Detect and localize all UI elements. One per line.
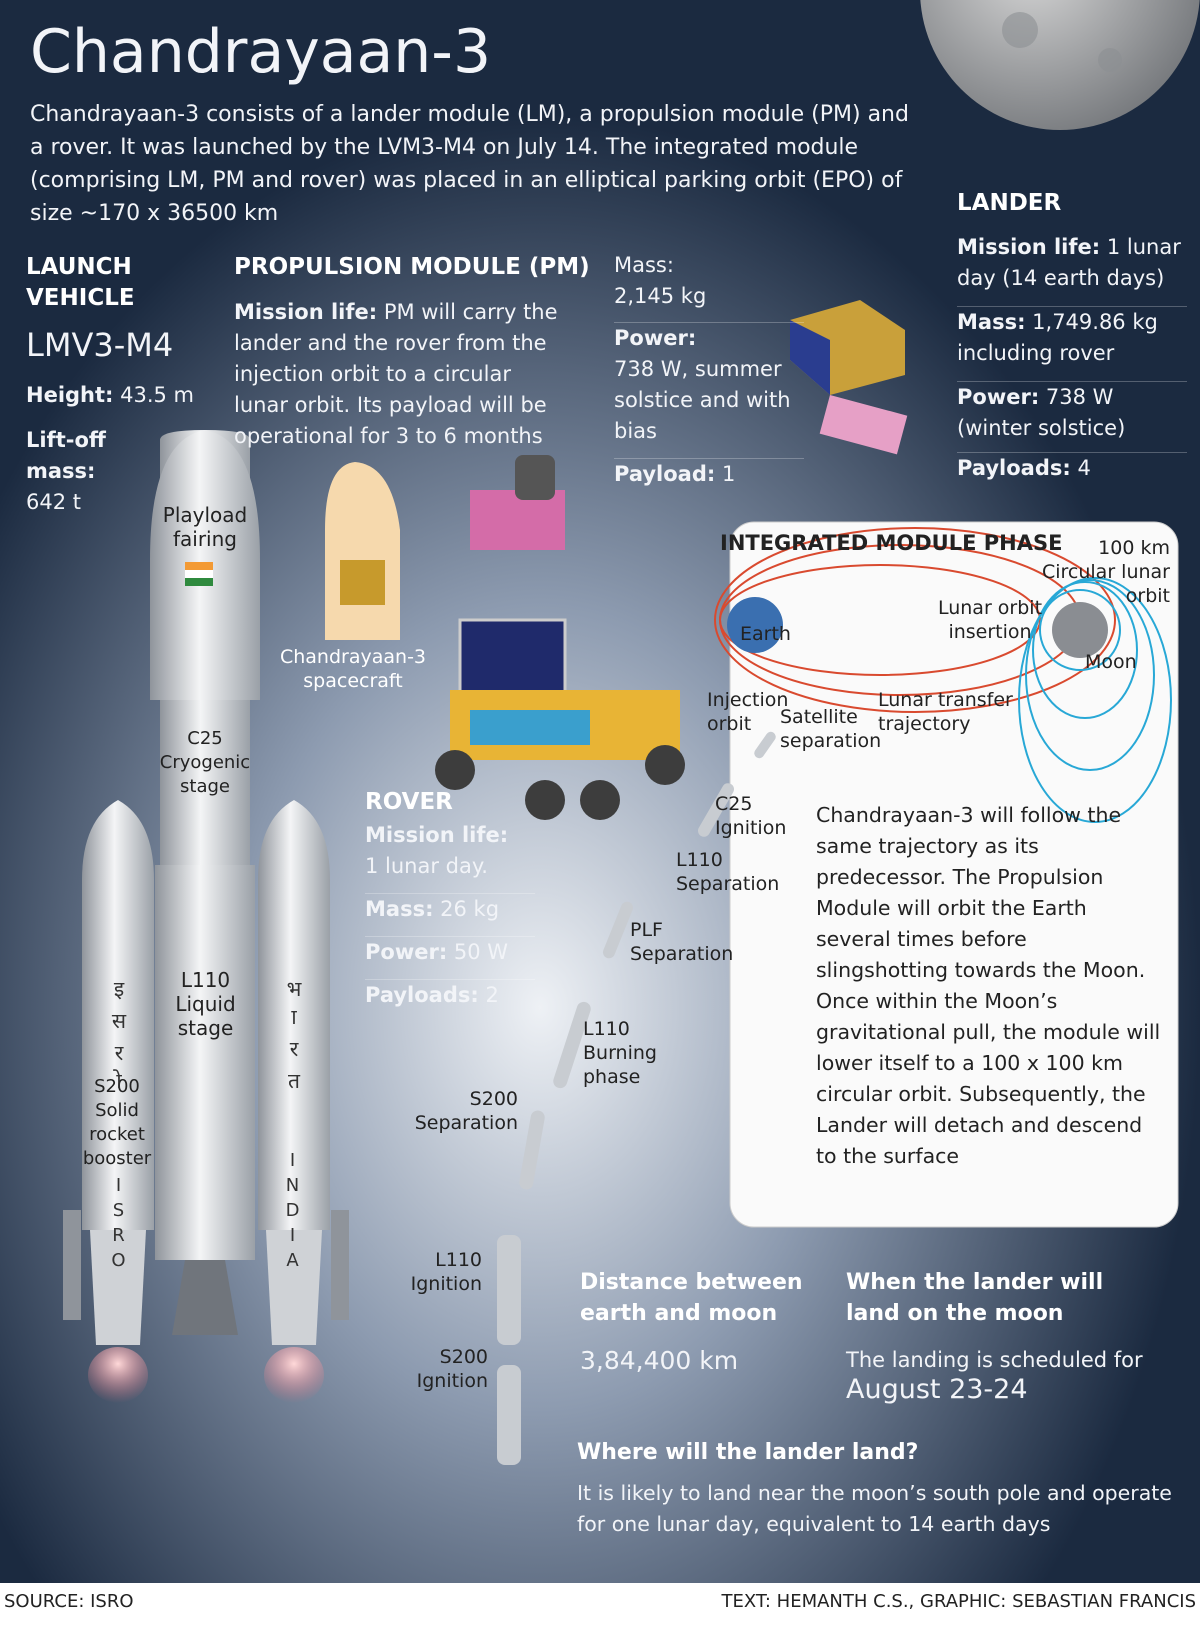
- label: Payloads:: [957, 456, 1071, 480]
- label: Mass:: [957, 310, 1026, 334]
- title: Chandrayaan-3: [30, 17, 492, 87]
- rover-art: [435, 690, 685, 820]
- spacecraft-icon: [340, 560, 385, 605]
- heading: ROVER: [365, 789, 453, 815]
- lander-art: [790, 300, 908, 455]
- source: SOURCE: ISRO: [4, 1591, 134, 1612]
- moon-small: [1052, 602, 1108, 658]
- stage-label: L110 Separation: [676, 849, 780, 895]
- heading: LAUNCH VEHICLE: [26, 254, 135, 311]
- payload: Payloads: 4: [957, 452, 1187, 484]
- moon-label: Moon: [1085, 651, 1137, 673]
- value: 2: [485, 983, 499, 1007]
- fairing-label: Playload fairing: [162, 503, 248, 551]
- crater: [1098, 48, 1122, 72]
- label: Power:: [365, 940, 448, 964]
- mission: Mission life: 1 lunar day.: [365, 820, 535, 882]
- stage-label: C25 Ignition: [715, 793, 787, 839]
- payload: Payload: 1: [614, 458, 804, 490]
- marking: इसरो: [107, 975, 131, 1099]
- power: Power: 738 W, summer solstice and with bi…: [614, 322, 804, 447]
- value: PM will carry the lander and the rover f…: [234, 300, 558, 448]
- liquid-label: L110 Liquid stage: [175, 968, 236, 1040]
- fairing-cutaway: [325, 462, 400, 640]
- label: Lift-off mass:: [26, 428, 106, 483]
- mass: Lift-off mass: 642 t: [26, 425, 136, 518]
- value: 4: [1077, 456, 1091, 480]
- flight-path-rockets: [497, 731, 776, 1465]
- crater: [1002, 12, 1038, 48]
- marking: INDIA: [282, 1150, 303, 1275]
- value: 1,749.86 kg including rover: [957, 310, 1158, 365]
- orbit-label: Lunar orbit insertion: [937, 597, 1043, 643]
- heading: PROPULSION MODULE (PM): [234, 254, 590, 280]
- value: 2,145 kg: [614, 284, 707, 308]
- power: Power: 738 W (winter solstice): [957, 381, 1187, 444]
- panel-text: Chandrayaan-3 will follow the same traje…: [816, 803, 1161, 1168]
- label: Power:: [957, 385, 1040, 409]
- value: 1 lunar day.: [365, 854, 488, 878]
- spacecraft-label: Chandrayaan-3 spacecraft: [279, 646, 427, 692]
- footer-band: [0, 1583, 1200, 1625]
- panel-heading: INTEGRATED MODULE PHASE: [720, 531, 1063, 555]
- intro: Chandrayaan-3 consists of a lander modul…: [30, 102, 909, 226]
- value: 26 kg: [440, 897, 500, 921]
- fact-heading: Distance between earth and moon: [580, 1270, 803, 1326]
- stage-label: S200 Separation: [414, 1088, 518, 1134]
- orbit-label: Lunar transfer trajectory: [878, 689, 1013, 735]
- stage-label: L110 Burning phase: [583, 1018, 657, 1088]
- stage-label: L110 Ignition: [410, 1249, 482, 1295]
- orbit-label: Injection orbit: [707, 689, 789, 735]
- label: Mass:: [614, 253, 674, 277]
- label: Mass:: [365, 897, 434, 921]
- power: Power: 50 W: [365, 936, 535, 968]
- label: Payloads:: [365, 983, 479, 1007]
- label: Power:: [614, 326, 697, 350]
- marking: ISRO: [108, 1175, 129, 1275]
- fact-text: It is likely to land near the moon’s sou…: [577, 1481, 1172, 1536]
- fact-value: August 23-24: [846, 1374, 1028, 1405]
- cryogenic-label: C25 Cryogenic stage: [159, 728, 251, 797]
- label: Mission life:: [365, 823, 509, 847]
- vehicle-name: LMV3-M4: [26, 326, 174, 364]
- fact-value: 3,84,400 km: [580, 1346, 739, 1375]
- moon: [920, 0, 1200, 130]
- value: 738 W, summer solstice and with bias: [614, 357, 791, 443]
- heading: LANDER: [957, 190, 1062, 216]
- label: Height:: [26, 383, 114, 407]
- value: 50 W: [453, 940, 509, 964]
- label: Mission life:: [234, 300, 378, 324]
- fact-heading: When the lander will land on the moon: [846, 1270, 1104, 1326]
- earth: [727, 597, 783, 653]
- value: 1: [721, 462, 736, 486]
- stage-label: Satellite separation: [780, 706, 882, 752]
- earth-label: Earth: [740, 623, 791, 645]
- mission: Mission life: 1 lunar day (14 earth days…: [957, 232, 1187, 294]
- value: 642 t: [26, 490, 81, 514]
- value: 738 W (winter solstice): [957, 385, 1126, 440]
- label: Mission life:: [957, 235, 1101, 259]
- value: 43.5 m: [120, 383, 195, 407]
- mass: Mass: 1,749.86 kg including rover: [957, 306, 1187, 369]
- fact-text: The landing is scheduled for: [846, 1348, 1143, 1372]
- credit: TEXT: HEMANTH C.S., GRAPHIC: SEBASTIAN F…: [721, 1591, 1196, 1612]
- height: Height: 43.5 m: [26, 380, 194, 411]
- marking: भारत: [282, 975, 306, 1099]
- mass: Mass: 2,145 kg: [614, 250, 734, 312]
- payload: Payloads: 2: [365, 979, 535, 1011]
- mission: Mission life: PM will carry the lander a…: [234, 297, 564, 452]
- integrated-phase-panel: [729, 521, 1179, 1228]
- mass: Mass: 26 kg: [365, 893, 535, 925]
- booster-label: S200 Solid rocket booster: [82, 1076, 152, 1169]
- fact-heading: Where will the lander land?: [577, 1440, 919, 1465]
- label: Payload:: [614, 462, 716, 486]
- stage-label: PLF Separation: [630, 919, 734, 965]
- rocket: [63, 430, 349, 1403]
- value: 1 lunar day (14 earth days): [957, 235, 1181, 290]
- orbit-label: 100 km Circular lunar orbit: [1041, 537, 1170, 607]
- stage-label: S200 Ignition: [416, 1346, 488, 1392]
